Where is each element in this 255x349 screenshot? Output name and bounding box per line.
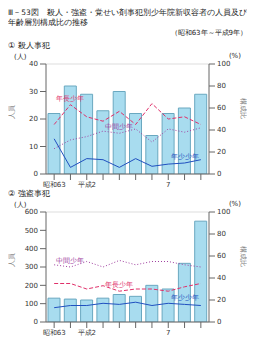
svg-text:60: 60 xyxy=(217,252,226,260)
svg-text:構成比: 構成比 xyxy=(239,98,247,119)
svg-text:昭和63: 昭和63 xyxy=(43,329,66,336)
svg-text:20: 20 xyxy=(217,296,226,304)
svg-text:100: 100 xyxy=(217,208,230,216)
svg-text:年少少年: 年少少年 xyxy=(171,153,199,161)
svg-text:人員: 人員 xyxy=(8,253,16,267)
svg-text:300: 300 xyxy=(25,263,38,271)
svg-text:40: 40 xyxy=(217,126,226,134)
svg-text:年長少年: 年長少年 xyxy=(56,95,84,103)
svg-text:7: 7 xyxy=(166,181,170,188)
svg-text:中間少年: 中間少年 xyxy=(105,123,133,131)
svg-text:人員: 人員 xyxy=(8,105,16,119)
html-text:Ⅲ－53図 殺人・強盗・覚せい剤事犯別少年院新収容者の人員及: Ⅲ－53図 殺人・強盗・覚せい剤事犯別少年院新収容者の人員及び年齢層別構成比の推… xyxy=(8,8,247,27)
svg-text:20: 20 xyxy=(29,115,38,123)
svg-text:10: 10 xyxy=(29,143,38,151)
svg-text:7: 7 xyxy=(166,329,170,336)
svg-text:600: 600 xyxy=(25,208,38,216)
svg-text:30: 30 xyxy=(29,88,38,96)
svg-text:0: 0 xyxy=(217,170,221,178)
html-text:② 強盗事犯: ② 強盗事犯 xyxy=(8,189,50,198)
svg-text:0: 0 xyxy=(34,170,38,178)
svg-text:100: 100 xyxy=(25,300,38,308)
svg-text:年少少年: 年少少年 xyxy=(171,294,199,302)
svg-text:構成比: 構成比 xyxy=(239,246,247,267)
svg-text:60: 60 xyxy=(217,104,226,112)
svg-text:年長少年: 年長少年 xyxy=(105,281,133,289)
svg-text:40: 40 xyxy=(217,274,226,282)
svg-text:平成2: 平成2 xyxy=(78,181,96,188)
svg-text:40: 40 xyxy=(29,60,38,68)
svg-text:400: 400 xyxy=(25,245,38,253)
svg-text:昭和63: 昭和63 xyxy=(43,181,66,188)
html-text:① 殺人事犯: ① 殺人事犯 xyxy=(8,41,50,50)
svg-text:平成2: 平成2 xyxy=(78,329,96,336)
svg-text:100: 100 xyxy=(217,60,230,68)
svg-text:中間少年: 中間少年 xyxy=(56,257,84,265)
svg-text:0: 0 xyxy=(217,318,221,326)
svg-text:200: 200 xyxy=(25,282,38,290)
html-text:(人): (人) xyxy=(14,201,27,209)
svg-text:20: 20 xyxy=(217,148,226,156)
html-text:（昭和63年～平成9年）: （昭和63年～平成9年） xyxy=(170,29,247,37)
svg-text:500: 500 xyxy=(25,227,38,235)
svg-text:0: 0 xyxy=(34,318,38,326)
html-text:(人): (人) xyxy=(14,53,27,61)
svg-text:80: 80 xyxy=(217,82,226,90)
svg-text:80: 80 xyxy=(217,230,226,238)
